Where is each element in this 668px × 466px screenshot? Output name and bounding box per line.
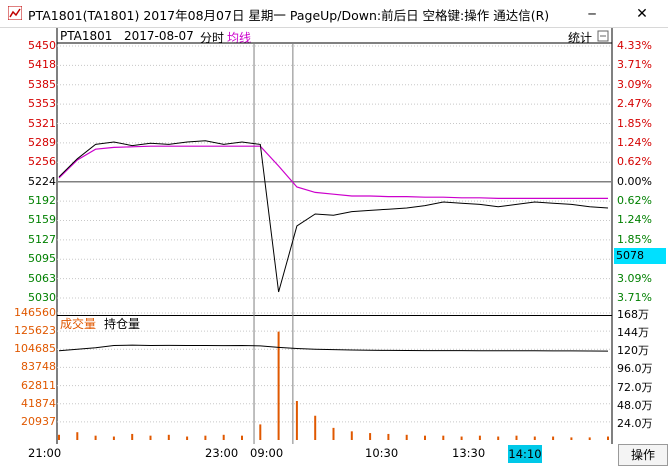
volume-label: 成交量 <box>60 317 97 331</box>
close-button[interactable]: ✕ <box>622 0 662 27</box>
time-label: 23:00 <box>205 446 239 460</box>
percent-tick-label: 4.33% <box>617 39 652 52</box>
mode-label: 分时 <box>200 31 225 45</box>
percent-tick-label: 0.00% <box>617 174 652 188</box>
time-label: 21:00 <box>28 446 62 460</box>
percent-tick-label: 3.09% <box>617 77 652 91</box>
price-tick-label: 5063 <box>28 271 56 285</box>
close-icon: ✕ <box>636 5 648 22</box>
percent-tick-label: 1.85% <box>617 232 652 246</box>
gear-icon[interactable] <box>597 30 609 42</box>
open-interest-line <box>58 344 609 352</box>
operation-button[interactable]: 操作 <box>618 444 668 466</box>
price-tick-label: 5095 <box>28 252 56 266</box>
price-tick-label: 5321 <box>28 116 56 130</box>
percent-tick-label: 1.24% <box>617 135 652 149</box>
minimize-icon: ─ <box>588 6 596 21</box>
title-bar: PTA1801(TA1801) 2017年08月07日 星期一 PageUp/D… <box>0 0 668 28</box>
percent-tick-label: 0.62% <box>617 194 652 208</box>
symbol-label: PTA1801 <box>60 29 113 43</box>
time-axis-bar: 21:00 23:00 09:00 10:30 13:30 14:10 操作 <box>0 444 668 466</box>
percent-tick-label: 1.85% <box>617 116 652 130</box>
stats-button[interactable]: 统计 <box>568 31 593 45</box>
volume-tick-label: 41874 <box>21 396 56 410</box>
percent-tick-label: 2.47% <box>617 97 652 111</box>
percent-tick-label: 3.09% <box>617 271 652 285</box>
app-icon <box>8 6 22 20</box>
volume-tick-label: 20937 <box>21 414 56 428</box>
current-price-tag: 5078 <box>614 248 666 264</box>
price-tick-label: 5224 <box>28 174 56 188</box>
price-tick-label: 5030 <box>28 291 56 304</box>
open-interest-tick-label: 96.0万 <box>617 362 653 376</box>
intraday-chart[interactable]: PTA1801 2017-08-07 分时 均线 统计 5450 5418 5385… <box>0 28 668 444</box>
volume-tick-label: 83748 <box>21 360 56 374</box>
date-label: 2017-08-07 <box>124 29 194 43</box>
price-tick-label: 5450 <box>28 39 56 52</box>
time-label: 10:30 <box>365 446 399 460</box>
open-interest-tick-label: 120万 <box>617 344 649 358</box>
volume-tick-label: 125623 <box>14 324 56 338</box>
price-tick-label: 5159 <box>28 213 56 227</box>
price-tick-label: 5385 <box>28 77 56 91</box>
open-interest-tick-label: 72.0万 <box>617 380 653 394</box>
open-interest-label: 持仓量 <box>104 317 141 331</box>
open-interest-tick-label: 168万 <box>617 308 649 321</box>
open-interest-tick-label: 144万 <box>617 326 649 340</box>
price-tick-label: 5192 <box>28 194 56 208</box>
percent-tick-label: 3.71% <box>617 58 652 72</box>
price-tick-label: 5353 <box>28 97 56 111</box>
minimize-button[interactable]: ─ <box>572 0 612 27</box>
percent-tick-label: 1.24% <box>617 213 652 227</box>
window-title: PTA1801(TA1801) 2017年08月07日 星期一 PageUp/D… <box>28 8 550 23</box>
time-label: 13:30 <box>452 446 486 460</box>
chart-canvas <box>56 28 613 444</box>
price-tick-label: 5127 <box>28 232 56 246</box>
open-interest-tick-label: 48.0万 <box>617 398 653 412</box>
volume-tick-label: 62811 <box>21 378 56 392</box>
percent-tick-label: 3.71% <box>617 291 652 304</box>
price-tick-label: 5289 <box>28 135 56 149</box>
volume-tick-label: 104685 <box>14 342 56 356</box>
percent-tick-label: 0.62% <box>617 155 652 169</box>
price-line <box>58 140 609 293</box>
volume-tick-label: 146560 <box>14 306 56 319</box>
cursor-time-badge: 14:10 <box>508 445 542 463</box>
time-label: 09:00 <box>250 446 284 460</box>
price-tick-label: 5418 <box>28 58 56 72</box>
avg-price-line <box>58 145 608 199</box>
price-tick-label: 5256 <box>28 155 56 169</box>
open-interest-tick-label: 24.0万 <box>617 416 653 430</box>
avg-line-label: 均线 <box>227 31 252 45</box>
